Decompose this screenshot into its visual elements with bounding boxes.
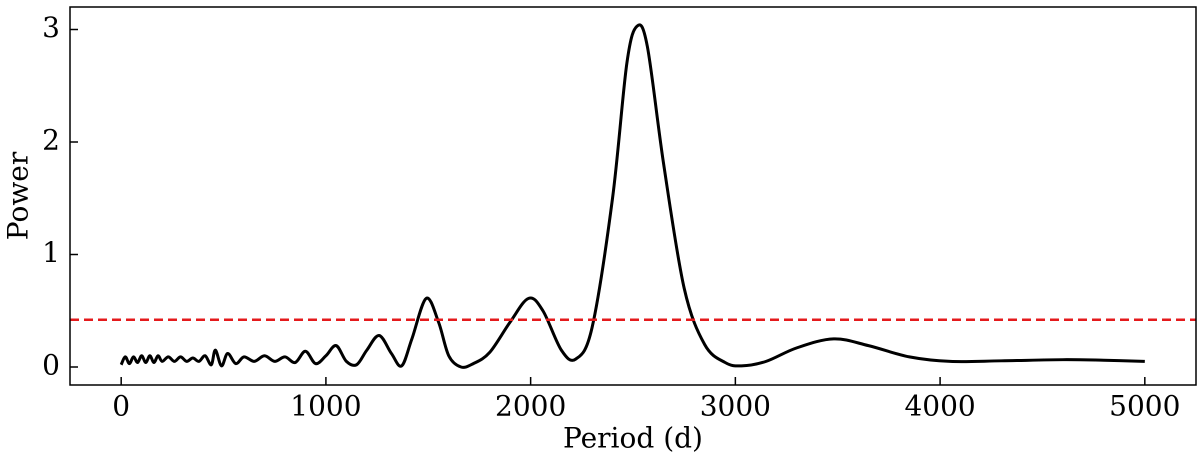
y-axis-label: Power	[2, 151, 35, 240]
x-tick-label: 5000	[1109, 390, 1180, 423]
plot-frame	[69, 6, 1197, 386]
series-line	[119, 23, 1145, 369]
y-tick-label: 3	[42, 11, 60, 44]
x-tick-label: 4000	[904, 390, 975, 423]
x-tick-label: 3000	[700, 390, 771, 423]
y-tick-label: 2	[42, 124, 60, 157]
x-axis-label: Period (d)	[563, 422, 703, 455]
x-tick-label: 1000	[290, 390, 361, 423]
y-tick-label: 0	[42, 349, 60, 382]
x-tick-label: 2000	[495, 390, 566, 423]
x-tick-label: 0	[112, 390, 130, 423]
y-tick-label: 1	[42, 236, 60, 269]
